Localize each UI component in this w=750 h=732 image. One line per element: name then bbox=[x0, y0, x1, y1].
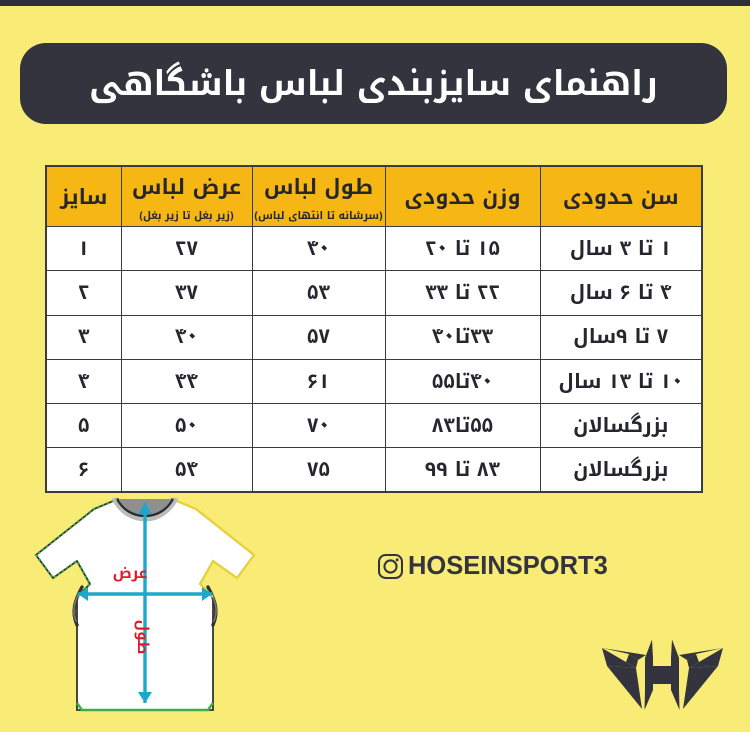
svg-text:عرض: عرض bbox=[113, 560, 148, 588]
svg-text:طول: طول bbox=[128, 620, 156, 655]
